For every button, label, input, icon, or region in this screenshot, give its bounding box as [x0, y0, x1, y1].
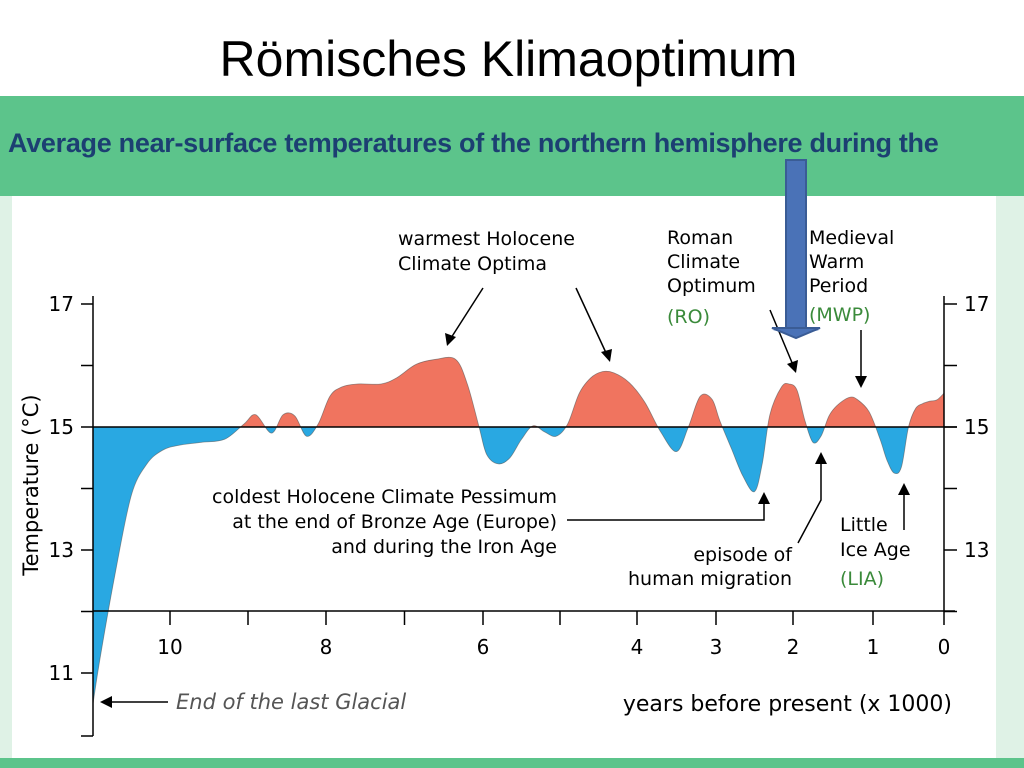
svg-text:(RO): (RO): [667, 306, 710, 328]
annotation-end-last-glacial: End of the last Glacial: [100, 690, 406, 714]
slide-title: Römisches Klimaoptimum: [219, 31, 798, 87]
chart-panel: [0, 196, 1024, 768]
y-tick-label-left: 15: [49, 415, 74, 439]
svg-text:episode of: episode of: [693, 544, 793, 566]
highlight-arrow: [771, 159, 821, 340]
annotation-holocene-optima: warmest Holocene Climate Optima: [398, 228, 612, 362]
y-tick-label-left: 13: [49, 538, 74, 562]
y-ticks-right: 17 15 13: [944, 292, 989, 613]
svg-text:End of the last Glacial: End of the last Glacial: [176, 690, 406, 714]
svg-text:Ice Age: Ice Age: [840, 539, 911, 561]
y-tick-label-left: 11: [49, 661, 74, 685]
climate-figure: Average near-surface temperatures of the…: [0, 96, 1024, 768]
svg-text:human migration: human migration: [628, 568, 792, 590]
svg-text:at the end of Bronze Age (Euro: at the end of Bronze Age (Europe): [232, 511, 557, 533]
warm-anomaly-area: [93, 357, 944, 427]
svg-text:warmest Holocene: warmest Holocene: [398, 228, 575, 250]
x-tick-label: 3: [710, 635, 723, 659]
figure-bottom-band: [0, 758, 1024, 768]
y-tick-label-left: 17: [49, 292, 74, 316]
svg-text:Roman: Roman: [667, 227, 733, 249]
y-axis-label: Temperature (°C): [19, 394, 43, 576]
svg-text:Optimum: Optimum: [667, 275, 756, 297]
y-tick-label-right: 17: [964, 292, 989, 316]
svg-text:Warm: Warm: [809, 251, 864, 273]
x-axis-label: years before present (x 1000): [623, 692, 952, 717]
annotation-little-ice-age: Little Ice Age (LIA): [840, 483, 911, 590]
x-tick-label: 6: [477, 635, 490, 659]
svg-text:Climate Optima: Climate Optima: [398, 253, 547, 275]
svg-text:(LIA): (LIA): [840, 568, 884, 590]
annotation-medieval-warm-period: Medieval Warm Period (MWP): [809, 227, 894, 388]
svg-text:Little: Little: [840, 514, 888, 536]
x-tick-label: 1: [867, 635, 880, 659]
x-tick-label: 10: [157, 635, 182, 659]
svg-text:(MWP): (MWP): [809, 304, 870, 326]
panel-right-border: [996, 196, 1024, 768]
y-ticks-left: 17 15 13 11: [49, 292, 93, 737]
annotation-human-migration: episode of human migration: [628, 452, 827, 590]
figure-header-title: Average near-surface temperatures of the…: [8, 128, 939, 158]
svg-text:coldest Holocene Climate Pessi: coldest Holocene Climate Pessimum: [212, 486, 557, 508]
annotation-climate-pessimum: coldest Holocene Climate Pessimum at the…: [212, 486, 770, 558]
svg-text:Period: Period: [809, 275, 868, 297]
svg-text:and during the Iron Age: and during the Iron Age: [331, 536, 557, 558]
x-tick-label: 8: [320, 635, 333, 659]
temperature-line: [92, 356, 945, 704]
svg-text:Medieval: Medieval: [809, 227, 894, 249]
x-tick-label: 2: [787, 635, 800, 659]
x-tick-label: 4: [631, 635, 644, 659]
x-tick-label: 0: [938, 635, 951, 659]
panel-left-border: [0, 196, 12, 768]
y-tick-label-right: 13: [964, 538, 989, 562]
figure-header-band: Average near-surface temperatures of the…: [0, 96, 1024, 196]
svg-text:Climate: Climate: [667, 251, 740, 273]
x-ticks: 10 8 6 4 3 2 1 0: [157, 611, 950, 659]
y-tick-label-right: 15: [964, 415, 989, 439]
annotation-roman-optimum: Roman Climate Optimum (RO): [667, 227, 798, 373]
